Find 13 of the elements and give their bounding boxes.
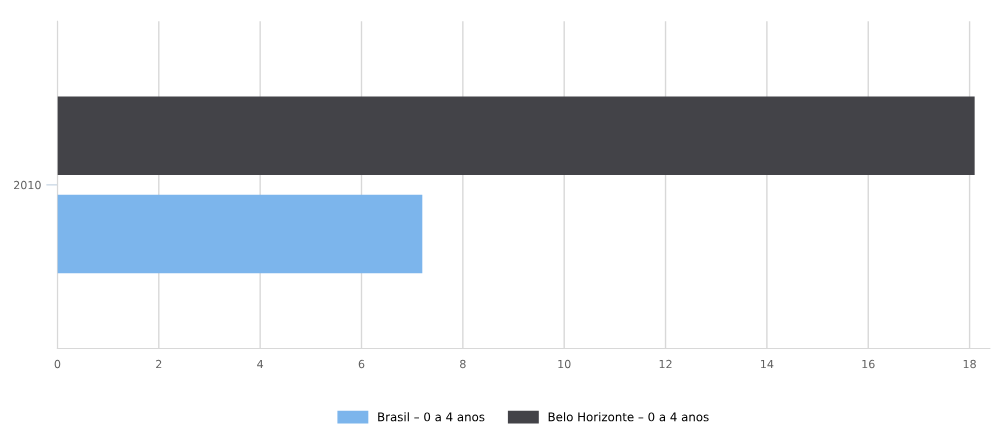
legend-label: Brasil – 0 a 4 anos (378, 412, 485, 422)
x-tick-label: 6 (358, 359, 365, 369)
legend-label: Belo Horizonte – 0 a 4 anos (548, 412, 709, 422)
x-tick-label: 14 (761, 359, 774, 369)
x-tick-label: 0 (54, 359, 61, 369)
x-tick-label: 12 (659, 359, 672, 369)
y-tick-label: 2010 (14, 180, 41, 190)
x-tick-label: 4 (257, 359, 264, 369)
x-tick-label: 18 (963, 359, 976, 369)
x-tick-label: 16 (862, 359, 875, 369)
x-tick-label: 10 (558, 359, 571, 369)
x-tick-label: 2 (156, 359, 162, 369)
x-tick-label: 8 (460, 359, 466, 369)
